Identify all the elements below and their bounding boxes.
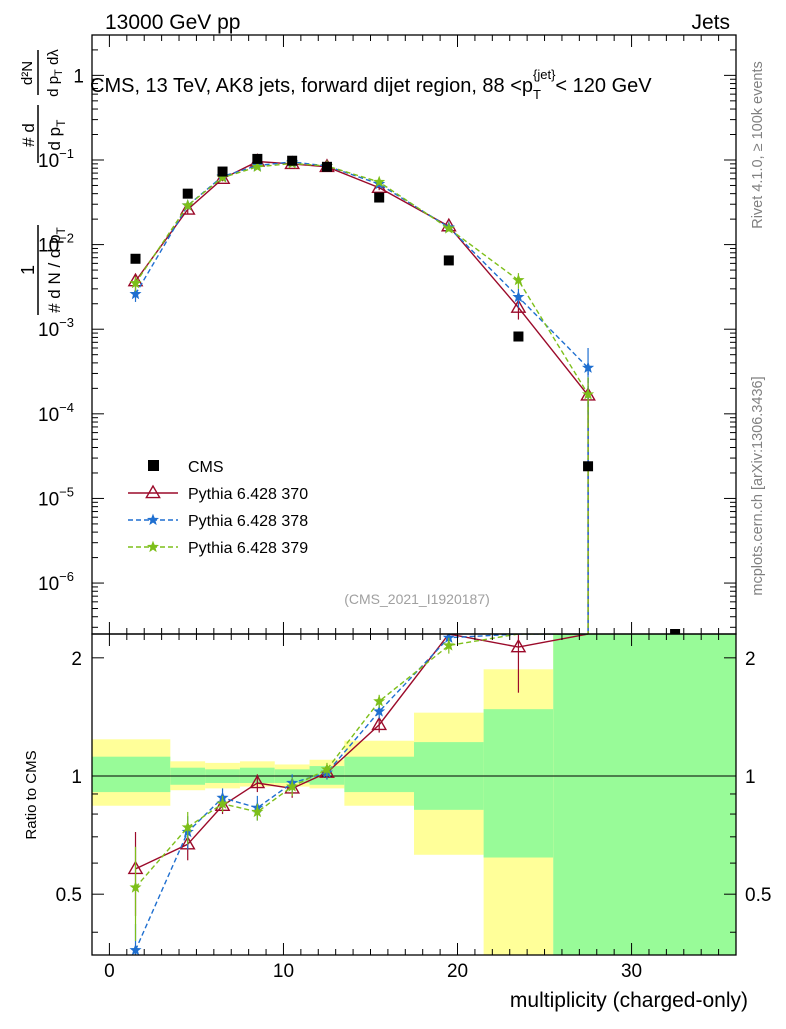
y-tick-label-main: 10−5 xyxy=(38,484,74,510)
legend-label-2: Pythia 6.428 379 xyxy=(188,540,308,557)
y-label-numerator-3: d²N xyxy=(19,61,36,85)
legend-marker-0 xyxy=(145,484,161,499)
cms-data-point xyxy=(321,161,332,172)
main-point xyxy=(581,361,595,373)
ratio-band-inner xyxy=(344,756,414,793)
ratio-point xyxy=(129,881,142,893)
ratio-series-line-0 xyxy=(135,634,589,870)
ratio-point xyxy=(373,694,386,707)
main-point xyxy=(179,201,196,215)
y-label-numerator-1: # d xyxy=(19,123,38,147)
cms-data-point xyxy=(583,461,594,472)
cms-data-point xyxy=(513,331,524,342)
ratio-series-line-2 xyxy=(134,634,589,888)
main-series-line-1 xyxy=(134,161,589,634)
chart-title: CMS, 13 TeV, AK8 jets, forward dijet reg… xyxy=(90,67,652,102)
ratio-point xyxy=(510,638,527,653)
y-tick-label-ratio-right: 1 xyxy=(745,767,756,788)
x-axis-label: multiplicity (charged-only) xyxy=(510,989,748,1012)
ratio-point xyxy=(216,797,229,809)
ratio-point xyxy=(251,805,264,818)
watermark: (CMS_2021_I1920187) xyxy=(344,591,490,607)
ratio-point xyxy=(181,820,194,833)
ratio-point xyxy=(286,780,299,792)
x-tick-label: 10 xyxy=(273,961,294,982)
y-tick-label-ratio: 1 xyxy=(71,767,82,788)
y-tick-label-main: 1 xyxy=(73,66,84,87)
ratio-point xyxy=(442,639,455,651)
main-y-axis-label: 1 # d N / d pT # d d pT d²N d pT dλ xyxy=(18,49,68,315)
ratio-point xyxy=(373,705,386,717)
main-point xyxy=(442,222,455,234)
y-tick-label-ratio: 0.5 xyxy=(56,885,82,906)
legend-marker-2 xyxy=(146,540,160,553)
ratio-y-label: Ratio to CMS xyxy=(23,750,40,839)
legend-marker-1 xyxy=(146,513,160,526)
legend-label-0: Pythia 6.428 370 xyxy=(188,486,308,503)
mcplots-label: mcplots.cern.ch [arXiv:1306.3436] xyxy=(750,376,766,595)
legend-label-cms: CMS xyxy=(188,459,224,476)
cms-data-point xyxy=(252,153,263,164)
main-point xyxy=(512,290,525,303)
y-label-denominator: # d N / d pT xyxy=(45,226,68,312)
main-point xyxy=(251,160,264,173)
ratio-point xyxy=(249,774,266,789)
main-point xyxy=(373,175,386,188)
cms-data-point xyxy=(130,253,141,264)
ratio-point xyxy=(371,716,388,731)
cms-data-point xyxy=(670,629,681,634)
cms-data-point xyxy=(287,155,298,166)
ratio-band-inner xyxy=(92,756,171,793)
x-tick-label: 30 xyxy=(621,961,642,982)
y-tick-label-ratio: 2 xyxy=(71,649,82,670)
main-point xyxy=(581,387,595,400)
rivet-label: Rivet 4.1.0, ≥ 100k events xyxy=(750,61,766,229)
cms-data-point xyxy=(217,166,228,177)
ratio-plot-frame xyxy=(91,633,737,956)
x-tick-label: 0 xyxy=(104,961,115,982)
cms-data-point xyxy=(374,192,385,203)
y-label-prefix: 1 xyxy=(18,265,38,275)
ratio-band-inner xyxy=(553,634,736,955)
legend-marker-cms xyxy=(148,460,159,471)
y-tick-label-ratio-right: 0.5 xyxy=(745,885,771,906)
y-tick-label-main: 10−6 xyxy=(38,569,74,595)
main-series-line-2 xyxy=(134,162,589,634)
main-point xyxy=(129,287,142,300)
y-tick-label-ratio-right: 2 xyxy=(745,649,756,670)
ratio-point xyxy=(129,943,142,955)
main-panel-series xyxy=(127,153,681,634)
ratio-point xyxy=(320,762,334,775)
cms-data-point xyxy=(182,188,193,199)
y-label-denominator-3: d pT dλ xyxy=(45,49,66,97)
main-point xyxy=(129,276,142,289)
header-right: Jets xyxy=(691,11,730,34)
x-tick-label: 20 xyxy=(447,961,468,982)
main-series-line-0 xyxy=(134,160,589,634)
main-point xyxy=(181,199,194,211)
main-point xyxy=(512,273,525,286)
y-tick-label-main: 10−4 xyxy=(38,400,74,426)
y-tick-label-main: 10−3 xyxy=(38,315,74,341)
ratio-band-inner xyxy=(483,709,554,858)
legend-label-1: Pythia 6.428 378 xyxy=(188,513,308,530)
ratio-panel-series xyxy=(127,634,589,955)
header-left: 13000 GeV pp xyxy=(105,11,240,34)
main-point xyxy=(510,299,527,313)
cms-data-point xyxy=(443,255,454,266)
